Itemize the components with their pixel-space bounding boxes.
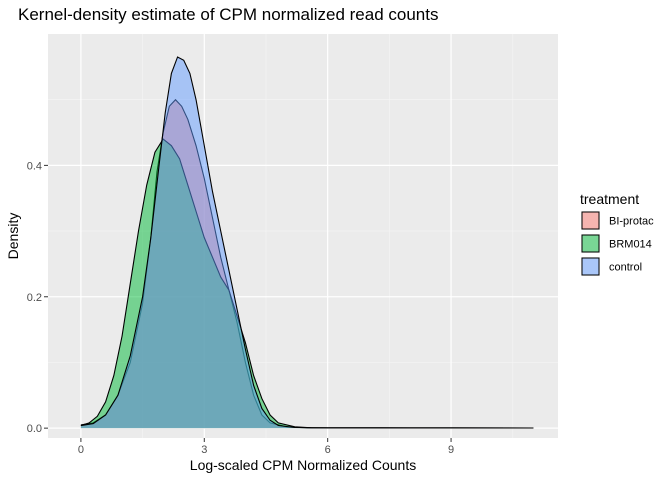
legend-label-control: control <box>609 262 642 274</box>
x-axis-title: Log-scaled CPM Normalized Counts <box>190 457 416 473</box>
legend-title: treatment <box>580 191 639 207</box>
density-area-control <box>80 56 534 429</box>
legend-swatch-brm014 <box>581 234 600 253</box>
x-tick-label: 0 <box>78 444 84 456</box>
x-tick-label: 6 <box>325 444 331 456</box>
y-tick-label: 0.0 <box>27 423 42 435</box>
legend-swatch-bi-protac <box>581 211 600 230</box>
legend: treatment BI-protac BRM014 control <box>580 191 654 276</box>
y-axis-title: Density <box>5 213 21 260</box>
x-tick-label: 9 <box>448 444 454 456</box>
y-tick-label: 0.2 <box>27 292 42 304</box>
legend-label-brm014: BRM014 <box>609 239 652 251</box>
x-tick-label: 3 <box>201 444 207 456</box>
density-series <box>80 56 534 429</box>
chart-title: Kernel-density estimate of CPM normalize… <box>18 5 438 24</box>
density-outline-control <box>80 56 534 429</box>
legend-swatch-control <box>581 257 600 276</box>
y-tick-label: 0.4 <box>27 160 42 172</box>
axis-ticks: 0 3 6 9 0.0 0.2 0.4 <box>27 160 454 456</box>
minor-gridlines <box>48 34 558 438</box>
legend-label-bi-protac: BI-protac <box>609 216 654 228</box>
